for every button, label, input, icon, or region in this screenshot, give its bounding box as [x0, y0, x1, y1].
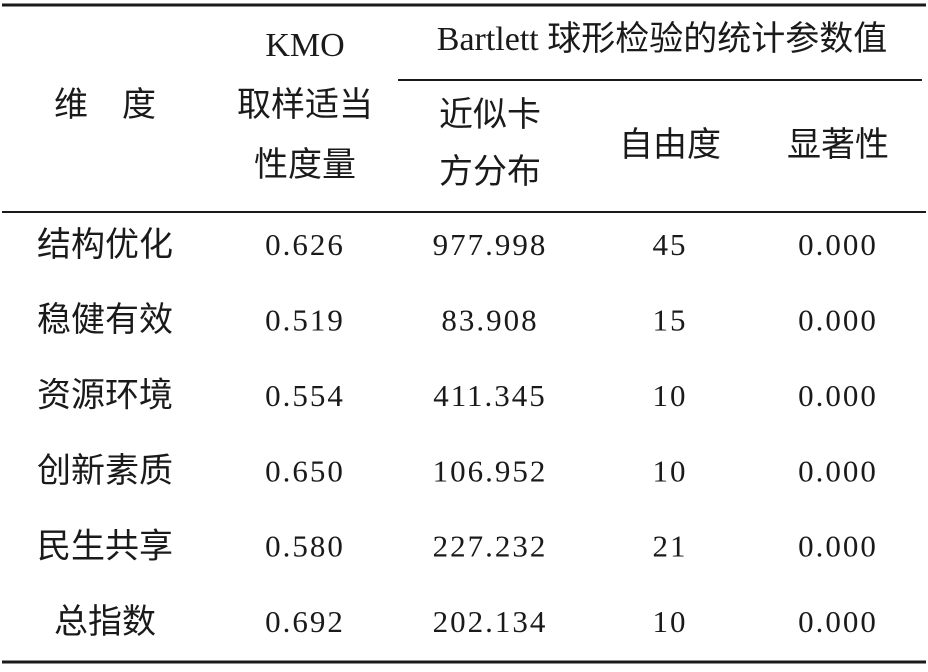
cell: 0.519 [265, 303, 345, 338]
header-cell: 近似卡 [439, 96, 541, 134]
cell: 977.998 [433, 227, 548, 262]
cell: 0.692 [265, 604, 345, 639]
cell: 10 [653, 378, 688, 413]
cell: 0.554 [265, 378, 345, 413]
cell: 83.908 [441, 303, 538, 338]
header-cell: 性度量 [254, 146, 356, 184]
cell: 106.952 [433, 453, 548, 488]
row-label: 稳健有效 [37, 301, 173, 339]
row-label: 结构优化 [37, 226, 173, 264]
cell: 202.134 [433, 604, 548, 639]
cell: 10 [653, 453, 688, 488]
cell: 0.000 [798, 378, 878, 413]
cell: 21 [653, 529, 688, 564]
header-cell: 方分布 [439, 153, 541, 191]
cell: 0.000 [798, 529, 878, 564]
cell: 15 [653, 303, 688, 338]
cell: 0.650 [265, 453, 345, 488]
row-label: 民生共享 [37, 527, 173, 565]
row-label: 创新素质 [37, 452, 173, 490]
row-label: 资源环境 [37, 377, 173, 415]
cell: 0.000 [798, 303, 878, 338]
row-label: 总指数 [54, 603, 156, 641]
header-cell: 维 度 [54, 86, 156, 124]
header-cell: KMO [265, 27, 344, 64]
cell: 0.000 [798, 453, 878, 488]
cell: 411.345 [433, 378, 547, 413]
cell: 45 [653, 227, 688, 262]
cell: 0.580 [265, 529, 345, 564]
cell: 0.626 [265, 227, 345, 262]
cell: 0.000 [798, 604, 878, 639]
cell: 0.000 [798, 227, 878, 262]
header-cell: 自由度 [619, 126, 721, 164]
cell: 227.232 [433, 529, 548, 564]
header-cell: Bartlett 球形检验的统计参数值 [437, 20, 887, 58]
header-cell: 取样适当 [237, 86, 373, 124]
cell: 10 [653, 604, 688, 639]
header-cell: 显著性 [787, 126, 889, 164]
